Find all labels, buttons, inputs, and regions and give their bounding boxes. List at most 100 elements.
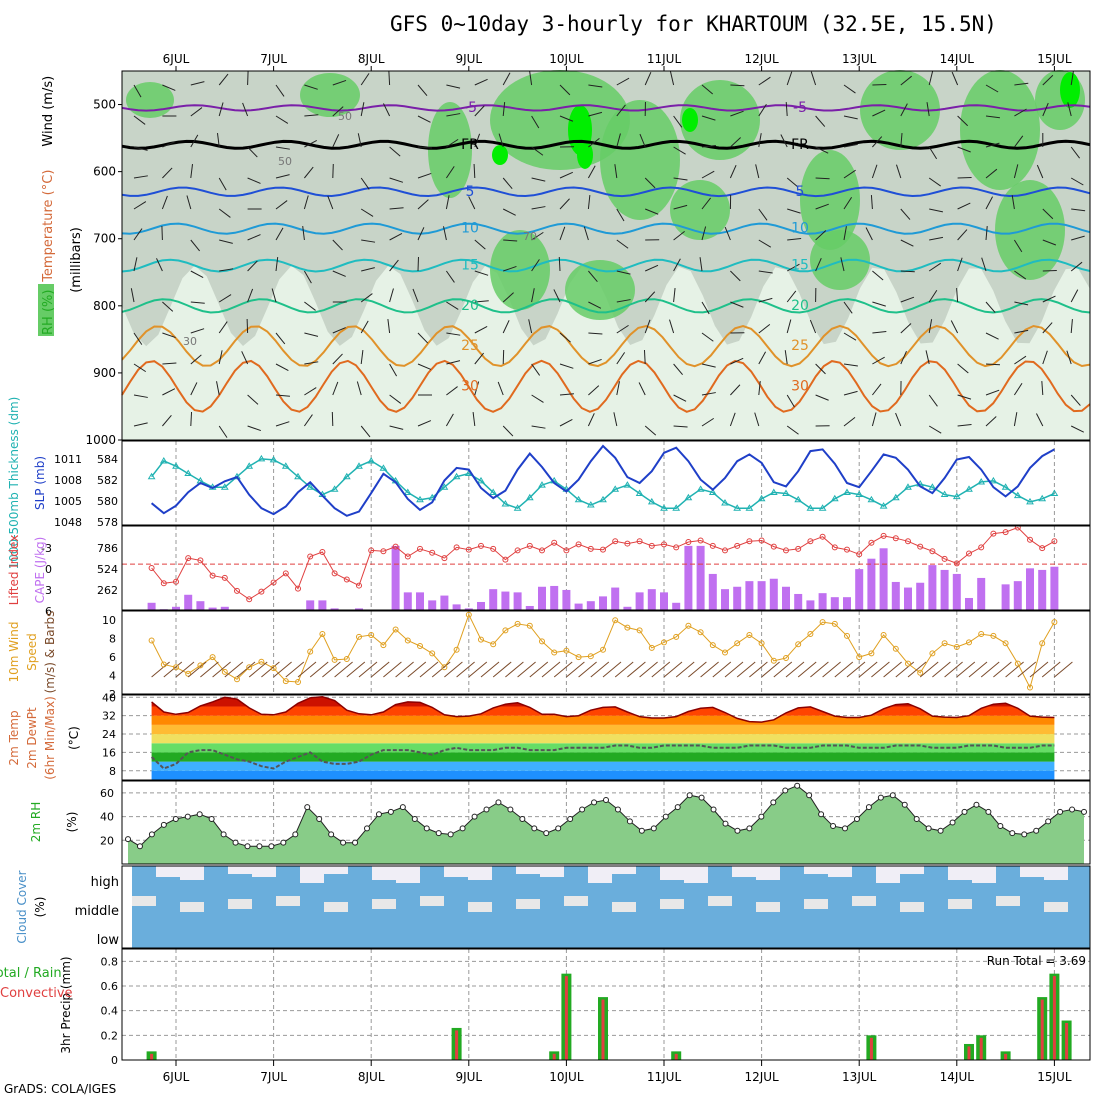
li-point	[1027, 536, 1033, 543]
surface-wind-barb	[273, 661, 292, 678]
isotherm-label: -5	[793, 100, 807, 116]
wind-speed-point	[734, 640, 741, 647]
wind-barb	[755, 164, 760, 179]
rh-point	[268, 843, 275, 850]
wind-speed-point	[453, 646, 460, 653]
wind-barb	[531, 231, 544, 241]
li-point	[368, 547, 375, 554]
surface-wind-barb	[297, 661, 317, 678]
cloud-gap-middle	[228, 899, 252, 909]
li-point	[600, 546, 606, 553]
li-point	[990, 530, 997, 537]
rh-moist-area	[995, 180, 1065, 280]
wind-tick: 2	[109, 688, 116, 701]
wind-barb	[616, 239, 629, 249]
isotherm-label: 20	[791, 298, 809, 314]
surface-wind-barb	[224, 661, 244, 678]
cloud-gap-high	[396, 866, 420, 883]
wind-barb	[218, 350, 223, 365]
thickness-point	[977, 477, 986, 485]
wind-barb	[840, 257, 845, 272]
rh-tick: 60	[100, 787, 114, 800]
thickness-point	[1001, 483, 1010, 490]
x-tick-bottom: 9JUL	[455, 1070, 482, 1084]
wind-barb	[1070, 261, 1083, 272]
x-tick-top: 11JUL	[647, 52, 682, 66]
thickness-point	[818, 504, 827, 511]
wind-barb	[616, 352, 626, 365]
wind-barb	[957, 394, 972, 400]
thickness-point	[940, 490, 949, 498]
li-point	[831, 544, 838, 551]
x-tick-top: 7JUL	[260, 52, 287, 66]
li-point	[392, 543, 399, 550]
cloud-gap-high	[444, 866, 468, 877]
isotherm-line	[121, 222, 1091, 235]
wind-barb	[304, 387, 317, 396]
surface-wind-barb	[358, 661, 378, 678]
wind-barb	[786, 425, 799, 435]
wind-barb	[474, 381, 480, 396]
rh-point	[1021, 831, 1028, 838]
precip-convective-bar	[967, 1046, 971, 1060]
wind-barb	[389, 177, 404, 183]
thickness-point	[159, 456, 168, 464]
wind-barb	[815, 203, 829, 210]
li-point	[160, 580, 167, 587]
wind-barb	[1014, 82, 1029, 86]
x-tick-top: 12JUL	[744, 52, 779, 66]
wind-barb	[1070, 319, 1073, 334]
thickness-point	[696, 485, 705, 492]
wind-barb	[327, 195, 334, 210]
thickness-point	[708, 488, 717, 495]
wind-speed-point	[831, 620, 838, 627]
cloud-ylabel: (%)	[33, 897, 47, 918]
wind-barb	[474, 105, 485, 117]
thickness-ylabel: 1000-500mb Thickness (dm)	[7, 397, 21, 570]
wind-speed-point	[343, 655, 350, 662]
wind-barb	[162, 84, 176, 91]
li-point	[746, 538, 753, 545]
cape-bar	[220, 606, 229, 610]
thickness-point	[952, 492, 961, 500]
li-point	[258, 588, 265, 595]
precip-tick: 0	[111, 1054, 118, 1067]
panel-bg	[122, 611, 1090, 694]
isotherm-line	[121, 258, 1091, 273]
wind-barb	[1042, 350, 1048, 365]
li-point	[685, 539, 692, 546]
wind-barb	[843, 363, 858, 367]
wind-barb	[985, 196, 994, 210]
wind-barb	[360, 425, 371, 438]
cape-bar	[403, 592, 412, 610]
wind-barb	[1042, 208, 1054, 220]
wind-barb	[275, 200, 288, 210]
wind-barb	[332, 327, 346, 334]
wind-speed-point	[709, 642, 716, 649]
wind-barb	[446, 360, 461, 365]
wind-barb	[528, 319, 533, 334]
surface-wind-barb	[651, 661, 671, 678]
wind-barb	[133, 201, 147, 210]
cloud-gap-high	[972, 866, 996, 883]
wind-barb	[616, 381, 620, 396]
cape-bar	[440, 595, 449, 610]
wind-speed-point	[539, 638, 545, 645]
li-point	[783, 547, 789, 554]
wind-barb	[758, 133, 762, 148]
wind-barb	[669, 319, 675, 334]
wind-barb	[186, 195, 192, 210]
thickness-point	[489, 488, 498, 495]
surface-wind-barb	[785, 661, 805, 678]
wind-barb	[895, 412, 902, 427]
thickness-point	[757, 494, 766, 502]
thickness-point	[257, 454, 266, 462]
wind-barb	[639, 133, 646, 148]
wind-barb	[872, 356, 885, 365]
thickness-point	[904, 483, 912, 490]
wind-barb	[247, 260, 258, 272]
pressure-axis-label: (millibars)	[69, 227, 84, 293]
pressure-tick: 500	[93, 98, 116, 112]
wind-speed-point	[246, 664, 253, 671]
cloud-gap-middle	[948, 899, 972, 909]
